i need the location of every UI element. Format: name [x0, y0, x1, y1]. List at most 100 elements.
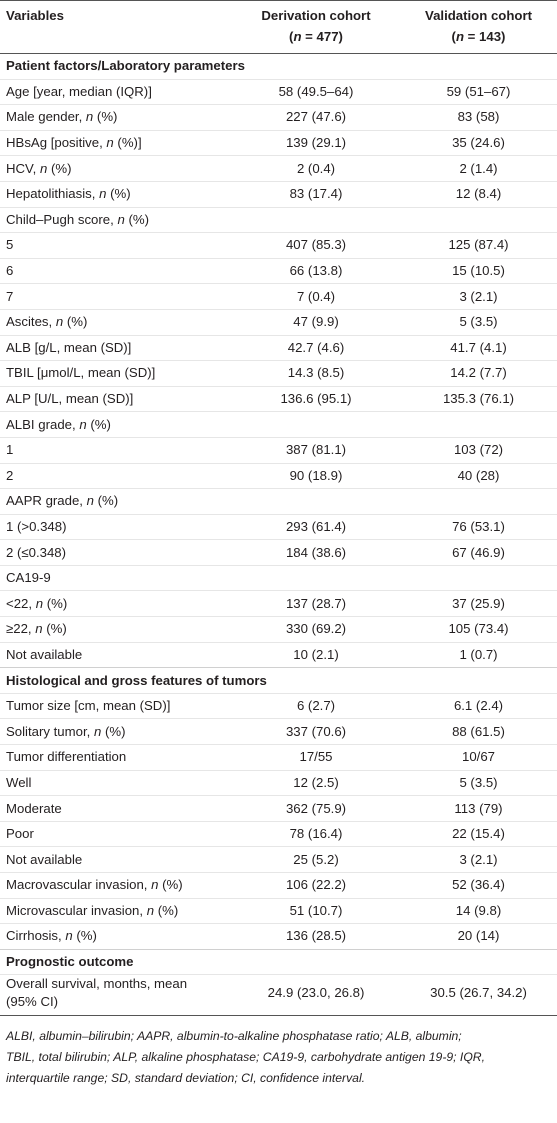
data-row: 7 7 (0.4) 3 (2.1): [0, 283, 557, 310]
row-label: Hepatolithiasis, n (%): [0, 180, 232, 208]
italic-text: n: [106, 135, 114, 151]
value-cell: 90 (18.9): [232, 462, 400, 489]
row-label: ≥22, n (%): [0, 616, 232, 643]
value-cell: 139 (29.1): [232, 129, 400, 156]
value-cell: 14.2 (7.7): [400, 360, 557, 387]
text: (%): [47, 160, 72, 176]
table-header: Variables Derivation cohort (n = 477) Valid…: [0, 0, 557, 54]
data-row: 5 407 (85.3) 125 (87.4): [0, 232, 557, 259]
text: Tumor size [cm, mean (SD)]: [6, 698, 171, 714]
header-cell: Derivation cohort (n = 477): [232, 0, 400, 54]
italic-text: n: [79, 416, 87, 432]
text: ≥22,: [6, 621, 36, 637]
data-row: Macrovascular invasion, n (%) 106 (22.2) 5…: [0, 872, 557, 899]
value-cell: 51 (10.7): [232, 897, 400, 924]
data-row: Male gender, n (%) 227 (47.6) 83 (58): [0, 104, 557, 131]
text: (%): [124, 211, 149, 227]
value-cell: 184 (38.6): [232, 539, 400, 566]
value-cell: 1 (0.7): [400, 641, 557, 668]
data-row: Microvascular invasion, n (%) 51 (10.7) 14…: [0, 897, 557, 924]
text: Child–Pugh score,: [6, 211, 118, 227]
text: Male gender,: [6, 109, 86, 125]
text: (: [289, 29, 294, 44]
text: 2 (≤0.348): [6, 544, 67, 560]
text: Overall survival, months, mean: [6, 976, 188, 992]
footnote-line: interquartile range; SD, standard deviat…: [6, 1071, 366, 1086]
data-row: Not available 25 (5.2) 3 (2.1): [0, 846, 557, 873]
text: 5: [6, 237, 14, 253]
value-cell: 362 (75.9): [232, 795, 400, 822]
value-cell: 12 (2.5): [232, 769, 400, 796]
text: CA19-9: [6, 570, 51, 586]
text: TBIL [μmol/L, mean (SD)]: [6, 365, 156, 381]
data-row: Hepatolithiasis, n (%) 83 (17.4) 12 (8.4): [0, 180, 557, 208]
value-cell: 66 (13.8): [232, 257, 400, 284]
row-label: 7: [0, 283, 232, 310]
italic-text: n: [55, 314, 64, 330]
row-label: Macrovascular invasion, n (%): [0, 872, 232, 899]
row-label: Solitary tumor, n (%): [0, 718, 232, 745]
row-label: Moderate: [0, 795, 232, 822]
footnote-line: ALBI, albumin–bilirubin; AAPR, albumin-t…: [6, 1029, 462, 1044]
value-cell: 135.3 (76.1): [400, 385, 557, 412]
row-label: TBIL [μmol/L, mean (SD)]: [0, 360, 232, 387]
row-label: 1: [0, 436, 232, 463]
italic-text: n: [85, 109, 94, 125]
italic-text: n: [93, 723, 102, 739]
value-cell: 20 (14): [400, 923, 557, 950]
text: (%): [63, 314, 88, 330]
value-cell: 67 (46.9): [400, 539, 557, 566]
text: Age [year, median (IQR)]: [6, 83, 152, 99]
value-cell: 40 (28): [400, 462, 557, 489]
text: Validation cohort: [425, 8, 532, 23]
data-row: ALP [U/L, mean (SD)] 136.6 (95.1) 135.3 (7…: [0, 385, 557, 412]
value-cell: 330 (69.2): [232, 616, 400, 643]
text: Derivation cohort: [261, 8, 371, 23]
row-label: Poor: [0, 820, 232, 847]
value-cell: 78 (16.4): [232, 820, 400, 847]
value-cell: [400, 564, 557, 591]
text: (%)]: [113, 135, 142, 151]
text: 1: [6, 442, 14, 458]
italic-text: n: [86, 493, 94, 509]
data-row: Tumor differentiation 17/55 10/67: [0, 744, 557, 771]
row-label: Male gender, n (%): [0, 104, 232, 131]
data-row: HCV, n (%) 2 (0.4) 2 (1.4): [0, 155, 557, 182]
text: Microvascular invasion,: [6, 902, 147, 918]
value-cell: 76 (53.1): [400, 513, 557, 540]
row-label: 1 (>0.348): [0, 513, 232, 540]
value-cell: 83 (58): [400, 104, 557, 131]
value-cell: 2 (0.4): [232, 155, 400, 182]
text: = 143): [464, 29, 506, 44]
text: (95% CI): [6, 994, 59, 1010]
italic-text: n: [293, 29, 302, 44]
text: Moderate: [6, 800, 62, 816]
value-cell: 17/55: [232, 744, 400, 771]
row-label: 5: [0, 232, 232, 259]
text: 2: [6, 467, 14, 483]
value-cell: 58 (49.5–64): [232, 78, 400, 105]
row-label: Microvascular invasion, n (%): [0, 897, 232, 924]
row-label: Not available: [0, 846, 232, 873]
value-cell: 7 (0.4): [232, 283, 400, 310]
value-cell: [232, 564, 400, 591]
text: ALB [g/L, mean (SD)]: [6, 339, 132, 355]
value-cell: 2 (1.4): [400, 155, 557, 182]
value-cell: 25 (5.2): [232, 846, 400, 873]
text: 1 (>0.348): [6, 518, 67, 534]
header-cell: Validation cohort (n = 143): [400, 0, 557, 54]
table-container: Variables Derivation cohort (n = 477) Valid…: [0, 0, 557, 1086]
section-row: Histological and gross features of tumor…: [0, 667, 557, 694]
section-title: Histological and gross features of tumor…: [0, 667, 557, 694]
data-row: ALBI grade, n (%): [0, 411, 557, 438]
data-row: Overall survival, months, mean (95% CI) 24…: [0, 974, 557, 1017]
row-label: HCV, n (%): [0, 155, 232, 182]
row-label: 6: [0, 257, 232, 284]
value-cell: 47 (9.9): [232, 308, 400, 336]
data-row: 1 (>0.348) 293 (61.4) 76 (53.1): [0, 513, 557, 540]
value-cell: 30.5 (26.7, 34.2): [400, 974, 557, 1017]
text: ALP [U/L, mean (SD)]: [6, 391, 134, 407]
data-row: Poor 78 (16.4) 22 (15.4): [0, 820, 557, 847]
italic-text: n: [151, 877, 159, 893]
